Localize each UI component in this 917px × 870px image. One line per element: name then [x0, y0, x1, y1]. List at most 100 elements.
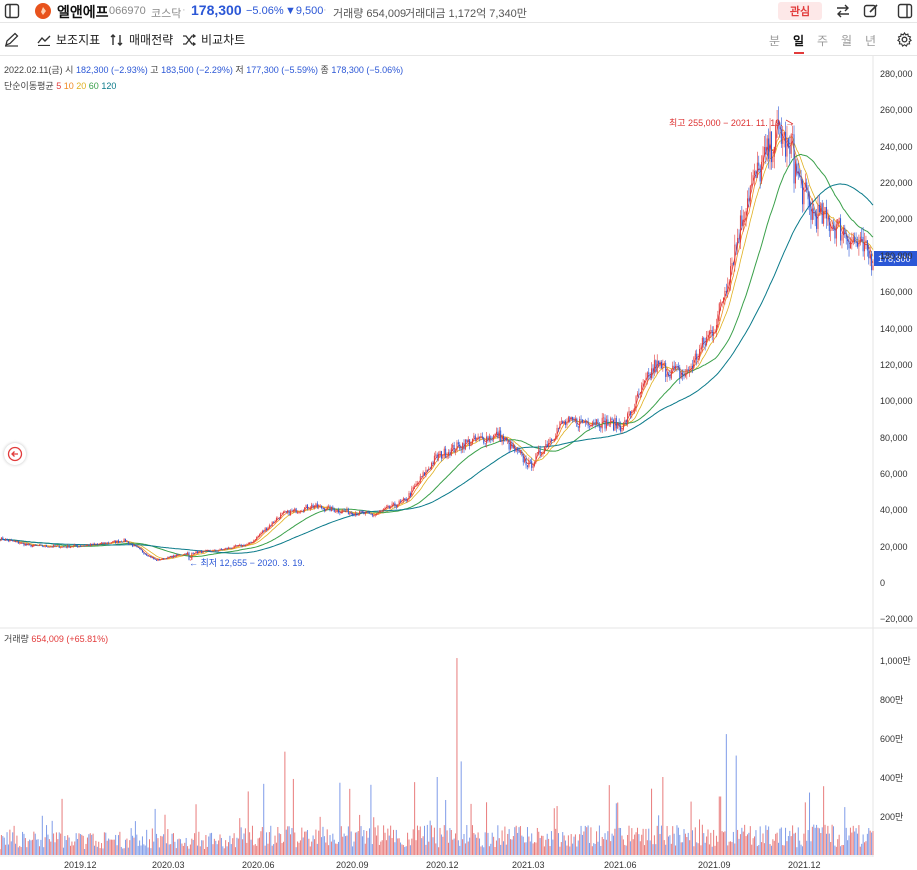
swap-icon[interactable]: [834, 2, 852, 20]
layout-icon[interactable]: [896, 2, 914, 20]
indicators-button[interactable]: 보조지표: [37, 31, 100, 48]
candle-body: [98, 544, 100, 545]
time-tick-label: 2021.09: [698, 860, 731, 870]
candle-body: [811, 208, 813, 220]
volume-bar: [494, 846, 496, 855]
volume-bar: [778, 842, 780, 855]
candle-body: [796, 163, 798, 175]
candle-body: [213, 549, 215, 551]
volume-bar: [502, 841, 504, 855]
scroll-left-button[interactable]: [4, 443, 26, 465]
volume-bar: [115, 834, 117, 855]
volume-bar: [658, 815, 660, 855]
candle-body: [415, 483, 417, 487]
volume-bar: [370, 784, 372, 855]
volume-bar: [715, 835, 717, 855]
time-tick-label: 2020.09: [336, 860, 369, 870]
indicator-chart-icon: [37, 35, 51, 46]
candle-body: [807, 190, 809, 200]
volume-bar: [862, 834, 864, 855]
candle-body: [33, 544, 35, 546]
volume-bar: [134, 821, 136, 855]
candle-body: [594, 422, 596, 425]
volume-bar: [435, 843, 437, 855]
candle-body: [445, 448, 447, 458]
sidebar-toggle-icon[interactable]: [3, 2, 21, 20]
market-name: 코스닥: [151, 8, 182, 20]
candle-body: [469, 439, 471, 446]
candle-body: [373, 515, 375, 516]
candle-body: [549, 439, 551, 443]
favorite-button[interactable]: 관심: [778, 2, 822, 20]
candle-body: [438, 453, 440, 459]
volume-bar: [282, 841, 284, 855]
period-year[interactable]: 년: [865, 34, 877, 48]
candle-body: [302, 511, 304, 512]
period-day[interactable]: 일: [793, 34, 805, 48]
candle-body: [3, 539, 5, 541]
compare-button[interactable]: 비교차트: [182, 31, 245, 48]
volume-bar: [713, 829, 715, 855]
candle-body: [141, 550, 143, 553]
candle-body: [222, 549, 224, 551]
candle-body: [345, 511, 347, 512]
volume-bar: [457, 840, 459, 855]
candle-body: [831, 225, 833, 231]
volume-bar: [526, 827, 528, 855]
volume-bar: [746, 834, 748, 855]
current-price-tag: 178,300: [874, 251, 917, 266]
settings-gear-icon[interactable]: [896, 31, 912, 47]
period-month[interactable]: 월: [841, 34, 853, 48]
volume-bar: [316, 843, 318, 855]
candle-body: [820, 203, 822, 212]
volume-bar: [132, 835, 134, 855]
volume-bar: [864, 842, 866, 855]
volume-bar: [463, 834, 465, 855]
volume-bar: [297, 841, 299, 855]
volume-bar: [735, 755, 737, 855]
candle-body: [146, 554, 148, 556]
candle-body: [223, 548, 225, 550]
volume-bar: [305, 831, 307, 855]
volume-bar: [814, 827, 816, 855]
edit-icon[interactable]: [862, 2, 880, 20]
candle-body: [273, 521, 275, 523]
volume-bar: [84, 849, 86, 855]
candle-body: [432, 462, 434, 465]
candle-body: [460, 449, 462, 451]
volume-bar: [407, 832, 409, 855]
candle-body: [44, 545, 46, 547]
candle-body: [718, 303, 720, 315]
volume-bar: [449, 828, 451, 855]
draw-pen-icon[interactable]: [3, 31, 19, 47]
volume-bar: [268, 832, 270, 855]
period-minute[interactable]: 분: [769, 34, 781, 48]
candle-body: [280, 513, 282, 519]
volume-bar: [74, 841, 76, 855]
candle-body: [683, 374, 685, 377]
candle-body: [502, 435, 504, 441]
candle-body: [216, 550, 218, 552]
candle-body: [833, 225, 835, 227]
period-week[interactable]: 주: [817, 34, 829, 48]
volume-bar: [720, 796, 722, 855]
moving-average-legend[interactable]: 단순이동평균 5 10 20 60 120: [4, 79, 116, 92]
volume-bar: [852, 825, 854, 855]
candle-body: [620, 425, 622, 432]
candle-body: [631, 410, 633, 416]
volume-bar: [415, 840, 417, 855]
volume-bar: [256, 845, 258, 855]
volume-bar: [453, 838, 455, 855]
volume-bar: [395, 829, 397, 855]
candle-body: [359, 510, 361, 515]
volume-bar: [78, 833, 80, 855]
volume-bar: [603, 839, 605, 855]
volume-bar: [53, 833, 55, 855]
volume-bar: [156, 833, 158, 855]
volume-bar: [373, 817, 375, 855]
volume-bar: [418, 830, 420, 855]
candle-body: [154, 559, 156, 560]
strategy-button[interactable]: 매매전략: [110, 31, 173, 48]
volume-bar: [102, 848, 104, 855]
